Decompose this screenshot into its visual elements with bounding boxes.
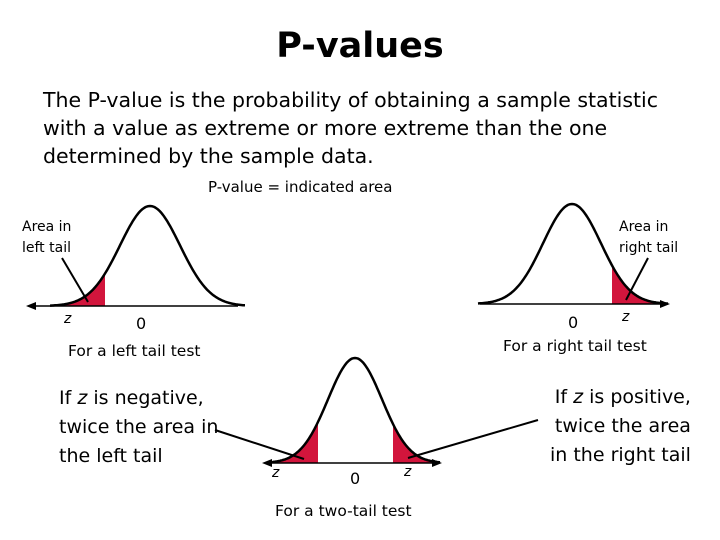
right-tail-shade (612, 265, 664, 304)
left-tail-diagram: z 0 (26, 204, 245, 333)
page-title: P-values (276, 26, 444, 66)
two-tail-zero-label: 0 (350, 469, 360, 488)
negative-z-note-var: z (77, 387, 88, 409)
two-tail-z-left-label: z (271, 465, 280, 481)
intro-line-1: The P-value is the probability of obtain… (43, 88, 659, 112)
two-tail-right-pointer (407, 419, 539, 459)
right-tail-label-line-2: right tail (619, 240, 679, 256)
two-tail-z-right-label: z (403, 464, 412, 480)
negative-z-note-line-2: twice the area in (59, 416, 219, 438)
two-tail-diagram: z z 0 (214, 356, 539, 488)
intro-line-2: with a value as extreme or more extreme … (43, 116, 608, 140)
left-tail-axis-arrow (26, 302, 36, 310)
two-tail-axis-arrow-right (432, 459, 442, 467)
left-tail-label-line-1: Area in (22, 219, 72, 235)
right-tail-axis-arrow (660, 300, 670, 308)
right-tail-diagram: z 0 (477, 202, 670, 332)
left-tail-z-label: z (63, 311, 72, 327)
left-tail-caption: For a left tail test (68, 342, 201, 360)
left-tail-curve (50, 204, 245, 307)
pvalue-note: P-value = indicated area (208, 178, 393, 196)
right-tail-curve (477, 202, 669, 305)
right-tail-z-label: z (621, 309, 630, 325)
right-tail-zero-label: 0 (568, 313, 578, 332)
two-tail-curve (269, 356, 441, 464)
positive-z-note-line-2: twice the area (554, 415, 691, 437)
two-tail-axis-arrow-left (262, 459, 272, 467)
right-tail-label-line-1: Area in (619, 219, 669, 235)
two-tail-left-pointer (214, 429, 305, 460)
right-tail-caption: For a right tail test (503, 337, 647, 355)
two-tail-right-shade (393, 424, 438, 463)
left-tail-shade (50, 273, 105, 306)
intro-text: The P-value is the probability of obtain… (43, 86, 693, 170)
left-tail-label: Area in left tail (22, 217, 71, 259)
two-tail-caption: For a two-tail test (275, 502, 412, 520)
right-tail-pointer (625, 257, 649, 301)
positive-z-note-line-1: If z is positive, (554, 386, 691, 408)
left-tail-label-line-2: left tail (22, 240, 71, 256)
negative-z-note: If z is negative, twice the area in the … (59, 384, 218, 471)
positive-z-note: If z is positive, twice the area in the … (550, 383, 691, 470)
intro-line-3: determined by the sample data. (43, 144, 374, 168)
positive-z-note-line-3: in the right tail (550, 444, 691, 466)
left-tail-zero-label: 0 (136, 314, 146, 333)
two-tail-left-shade (272, 421, 318, 463)
right-tail-label: Area in right tail (619, 217, 678, 259)
left-tail-pointer (61, 257, 89, 303)
negative-z-note-line-1: If z is negative, (59, 387, 204, 409)
negative-z-note-line-3: the left tail (59, 445, 163, 467)
positive-z-note-var: z (573, 386, 584, 408)
